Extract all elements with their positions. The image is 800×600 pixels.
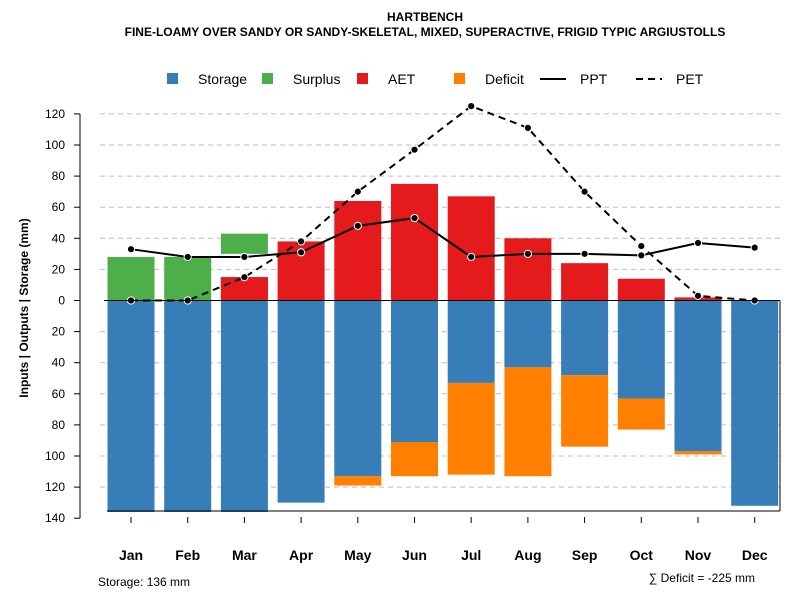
aet-bar: [617, 278, 665, 301]
y-tick-label: 20: [52, 262, 66, 276]
storage-bar: [447, 300, 495, 383]
x-tick-label: Sep: [572, 547, 598, 563]
aet-bar: [220, 277, 268, 301]
x-tick-label: Nov: [685, 547, 712, 563]
y-axis-label: Inputs | Outputs | Storage (mm): [17, 218, 31, 397]
ppt-point: [523, 249, 533, 258]
x-tick-label: Apr: [289, 547, 314, 563]
x-tick-label: Jan: [119, 547, 143, 563]
ppt-point: [126, 245, 136, 254]
pet-point: [637, 241, 646, 251]
storage-bar: [391, 300, 438, 443]
y-tick-label: 100: [45, 138, 65, 152]
legend-swatch-deficit: [454, 73, 465, 84]
aet-bar: [447, 196, 495, 301]
y-tick-label: 40: [52, 231, 66, 245]
aet-bar: [561, 263, 609, 301]
storage-bar: [561, 300, 609, 376]
storage-bar: [731, 300, 779, 506]
x-tick-label: Mar: [232, 547, 257, 563]
axes: 120 100 80 60 40 20 0 20 40 60 80 100 120 140 Jan Feb Ma…: [45, 107, 781, 563]
deficit-note: ∑ Deficit = -225 mm: [649, 571, 755, 585]
pet-line: [131, 104, 755, 302]
pet-point: [693, 291, 703, 300]
ppt-point: [183, 252, 192, 262]
legend-label-aet: AET: [388, 71, 416, 87]
y-tick-label: 0: [58, 294, 65, 308]
line-layer: [126, 102, 759, 305]
y-tick-label: 40: [52, 356, 66, 370]
y-tick-label: 60: [52, 200, 66, 214]
legend-swatch-storage: [167, 73, 178, 84]
deficit-bar: [447, 382, 495, 475]
chart-legend: Storage Surplus AET Deficit PPT PET: [167, 71, 704, 87]
storage-bar: [674, 300, 722, 452]
chart-subtitle: FINE-LOAMY OVER SANDY OR SANDY-SKELETAL,…: [125, 25, 726, 39]
legend-swatch-surplus: [262, 73, 273, 84]
chart-title: HARTBENCH: [387, 10, 463, 24]
pet-point: [523, 123, 533, 132]
ppt-point: [240, 252, 249, 262]
storage-bar: [334, 300, 382, 477]
ppt-point: [693, 238, 703, 248]
bar-layer: [107, 183, 779, 512]
x-tick-label: Aug: [514, 547, 541, 563]
x-tick-label: Feb: [175, 547, 200, 563]
deficit-bar: [504, 367, 552, 477]
ppt-point: [467, 252, 476, 262]
x-tick-label: Jun: [402, 547, 427, 563]
pet-point: [410, 145, 419, 154]
deficit-bar: [334, 476, 382, 486]
ppt-point: [750, 243, 759, 252]
x-tick-label: May: [344, 547, 371, 563]
y-tick-label: 20: [52, 325, 66, 339]
legend-label-storage: Storage: [198, 71, 247, 87]
y-tick-label: 80: [52, 418, 66, 432]
legend-label-deficit: Deficit: [485, 71, 524, 87]
y-tick-label: 140: [45, 511, 65, 525]
storage-bar: [277, 300, 325, 503]
legend-label-ppt: PPT: [580, 71, 608, 87]
storage-bar: [617, 300, 665, 399]
pet-point: [580, 187, 589, 196]
y-tick-label: 100: [45, 449, 65, 463]
storage-bar: [107, 300, 155, 512]
x-tick-label: Dec: [742, 547, 768, 563]
y-tick-label: 60: [52, 387, 66, 401]
aet-bar: [334, 200, 382, 301]
ppt-point: [580, 249, 589, 258]
deficit-bar: [391, 442, 438, 477]
pet-point: [240, 273, 249, 282]
aet-bar: [391, 183, 438, 301]
y-tick-label: 120: [45, 107, 65, 121]
legend-swatch-aet: [357, 73, 368, 84]
ppt-point: [297, 248, 306, 257]
y-tick-label: 120: [45, 480, 65, 494]
deficit-bar: [561, 375, 609, 447]
ppt-point: [637, 251, 646, 260]
pet-point: [353, 187, 362, 196]
ppt-point: [410, 213, 419, 223]
surplus-bar: [107, 256, 155, 301]
legend-label-surplus: Surplus: [293, 71, 340, 87]
storage-bar: [504, 300, 552, 368]
x-tick-label: Jul: [461, 547, 481, 563]
x-tick-label: Oct: [630, 547, 654, 563]
storage-note: Storage: 136 mm: [98, 575, 190, 589]
storage-bar: [220, 300, 268, 512]
y-tick-label: 80: [52, 169, 66, 183]
ppt-line: [130, 217, 755, 258]
legend-label-pet: PET: [676, 71, 704, 87]
surplus-bar: [220, 233, 268, 254]
deficit-bar: [674, 451, 722, 455]
pet-point: [467, 102, 476, 111]
ppt-point: [353, 221, 362, 230]
deficit-bar: [617, 398, 665, 430]
storage-bar: [164, 300, 212, 512]
aet-bar: [504, 238, 552, 301]
pet-point: [297, 237, 306, 246]
